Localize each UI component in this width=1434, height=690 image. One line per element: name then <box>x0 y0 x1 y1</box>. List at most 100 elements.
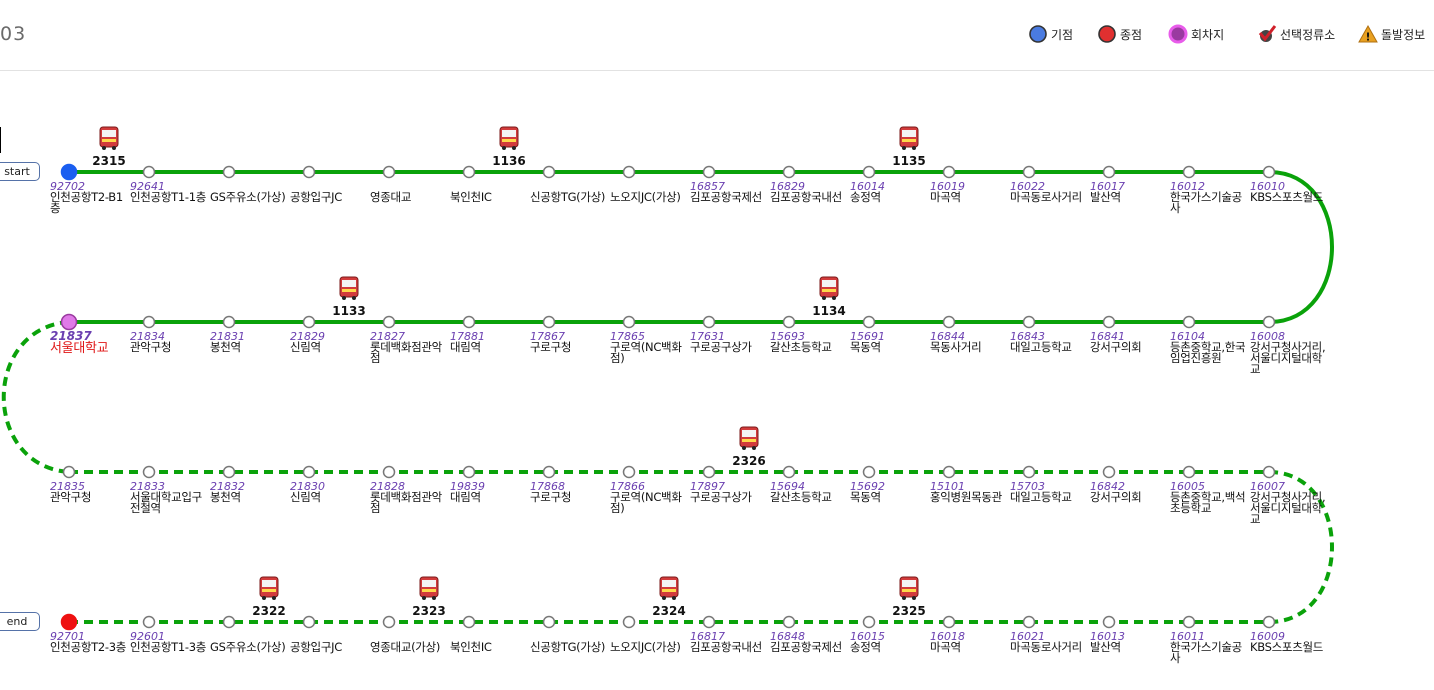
stop-marker[interactable] <box>622 315 636 329</box>
stop-label[interactable]: 16829 김포공항국내선 <box>770 181 848 203</box>
bus-number[interactable]: 2324 <box>652 604 685 618</box>
stop-marker[interactable] <box>462 615 476 629</box>
stop-label[interactable]: 21834 관악구청 <box>130 331 208 353</box>
stop-label[interactable]: 16009 KBS스포츠월드 <box>1250 631 1328 653</box>
stop-marker[interactable] <box>1182 315 1196 329</box>
stop-label[interactable]: 16848 김포공항국제선 <box>770 631 848 653</box>
stop-label[interactable]: 신공항TG(가상) <box>530 631 608 653</box>
turnaround-icon[interactable] <box>60 313 78 331</box>
stop-label[interactable]: 16019 마곡역 <box>930 181 1008 203</box>
stop-marker[interactable] <box>142 315 156 329</box>
stop-label[interactable]: 15694 갈산초등학교 <box>770 481 848 503</box>
stop-marker[interactable] <box>542 315 556 329</box>
stop-label[interactable]: 북인천IC <box>450 631 528 653</box>
stop-marker[interactable] <box>302 465 316 479</box>
stop-marker[interactable] <box>382 315 396 329</box>
stop-marker[interactable] <box>942 315 956 329</box>
stop-label[interactable]: 15691 목동역 <box>850 331 928 353</box>
stop-marker[interactable] <box>862 615 876 629</box>
stop-label[interactable]: 21828 롯데백화점관악점 <box>370 481 448 514</box>
stop-label[interactable]: 북인천IC <box>450 181 528 203</box>
stop-marker[interactable] <box>462 465 476 479</box>
stop-label[interactable]: 21827 롯데백화점관악점 <box>370 331 448 364</box>
stop-marker[interactable] <box>542 165 556 179</box>
stop-marker[interactable] <box>1102 465 1116 479</box>
stop-label[interactable]: 16010 KBS스포츠월드 <box>1250 181 1328 203</box>
stop-marker[interactable] <box>1102 615 1116 629</box>
stop-marker[interactable] <box>862 165 876 179</box>
stop-label[interactable]: 17897 구로공구상가 <box>690 481 768 503</box>
stop-marker[interactable] <box>142 465 156 479</box>
stop-label[interactable]: 16012 한국가스기술공사 <box>1170 181 1248 214</box>
stop-marker[interactable] <box>942 165 956 179</box>
stop-label[interactable]: 17881 대림역 <box>450 331 528 353</box>
stop-label[interactable]: 16007 강서구청사거리,서울디지털대학교 <box>1250 481 1328 525</box>
stop-marker[interactable] <box>462 315 476 329</box>
stop-marker[interactable] <box>302 315 316 329</box>
stop-label[interactable]: 노오지JC(가상) <box>610 181 688 203</box>
bus-number[interactable]: 2323 <box>412 604 445 618</box>
bus-number[interactable]: 2325 <box>892 604 925 618</box>
stop-marker[interactable] <box>142 615 156 629</box>
stop-label[interactable]: 공항입구JC <box>290 181 368 203</box>
stop-marker[interactable] <box>222 165 236 179</box>
stop-label[interactable]: 92701 인천공항T2-3층 <box>50 631 128 653</box>
stop-marker[interactable] <box>142 165 156 179</box>
stop-marker[interactable] <box>862 315 876 329</box>
stop-label[interactable]: 16817 김포공항국내선 <box>690 631 768 653</box>
stop-label[interactable]: 17868 구로구청 <box>530 481 608 503</box>
stop-label[interactable]: 17865 구로역(NC백화점) <box>610 331 688 364</box>
stop-marker[interactable] <box>622 165 636 179</box>
stop-marker[interactable] <box>782 465 796 479</box>
stop-label[interactable]: 16021 마곡동로사거리 <box>1010 631 1088 653</box>
stop-marker[interactable] <box>1262 615 1276 629</box>
stop-marker[interactable] <box>542 615 556 629</box>
stop-label[interactable]: 92641 인천공항T1-1층 <box>130 181 208 203</box>
stop-label[interactable]: 16857 김포공항국제선 <box>690 181 768 203</box>
stop-label[interactable]: 92702 인천공항T2-B1층 <box>50 181 128 214</box>
stop-marker[interactable] <box>222 615 236 629</box>
bus-number[interactable]: 1135 <box>892 154 925 168</box>
stop-marker[interactable] <box>1102 165 1116 179</box>
stop-marker[interactable] <box>1182 165 1196 179</box>
stop-label[interactable]: 15692 목동역 <box>850 481 928 503</box>
stop-marker[interactable] <box>222 465 236 479</box>
stop-label[interactable]: GS주유소(가상) <box>210 181 288 203</box>
bus-number[interactable]: 1134 <box>812 304 845 318</box>
stop-label[interactable]: 17866 구로역(NC백화점) <box>610 481 688 514</box>
stop-label[interactable]: 노오지JC(가상) <box>610 631 688 653</box>
stop-marker[interactable] <box>1262 465 1276 479</box>
stop-label[interactable]: 16104 등촌중학교,한국임업진흥원 <box>1170 331 1248 364</box>
stop-marker[interactable] <box>1022 465 1036 479</box>
bus-number[interactable]: 2322 <box>252 604 285 618</box>
stop-marker[interactable] <box>942 465 956 479</box>
start-button[interactable]: start <box>0 162 40 181</box>
stop-label[interactable]: 92601 인천공항T1-3층 <box>130 631 208 653</box>
stop-label[interactable]: 21837 서울대학교 <box>50 330 128 355</box>
stop-label[interactable]: 17867 구로구청 <box>530 331 608 353</box>
bus-number[interactable]: 2326 <box>732 454 765 468</box>
stop-label[interactable]: 16015 송정역 <box>850 631 928 653</box>
stop-marker[interactable] <box>302 615 316 629</box>
stop-label[interactable]: 16014 송정역 <box>850 181 928 203</box>
stop-label[interactable]: 21829 신림역 <box>290 331 368 353</box>
stop-marker[interactable] <box>382 615 396 629</box>
stop-label[interactable]: 영종대교 <box>370 181 448 203</box>
stop-label[interactable]: 16844 목동사거리 <box>930 331 1008 353</box>
start-point-icon[interactable] <box>60 163 78 181</box>
stop-label[interactable]: 15693 갈산초등학교 <box>770 331 848 353</box>
stop-label[interactable]: 21831 봉천역 <box>210 331 288 353</box>
stop-marker[interactable] <box>1182 465 1196 479</box>
stop-label[interactable]: 21833 서울대학교입구전철역 <box>130 481 208 514</box>
stop-marker[interactable] <box>622 615 636 629</box>
stop-marker[interactable] <box>702 465 716 479</box>
stop-marker[interactable] <box>1022 615 1036 629</box>
stop-label[interactable]: 신공항TG(가상) <box>530 181 608 203</box>
stop-marker[interactable] <box>702 615 716 629</box>
stop-marker[interactable] <box>1182 615 1196 629</box>
stop-marker[interactable] <box>1022 165 1036 179</box>
stop-marker[interactable] <box>222 315 236 329</box>
stop-marker[interactable] <box>1022 315 1036 329</box>
end-point-icon[interactable] <box>60 613 78 631</box>
stop-label[interactable]: 영종대교(가상) <box>370 631 448 653</box>
